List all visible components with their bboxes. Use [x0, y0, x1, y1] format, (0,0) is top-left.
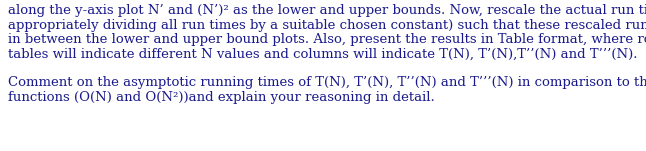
Text: appropriately dividing all run times by a suitable chosen constant) such that th: appropriately dividing all run times by …	[8, 19, 646, 32]
Text: Comment on the asymptotic running times of T(N), T’(N), T’’(N) and T’’’(N) in co: Comment on the asymptotic running times …	[8, 76, 646, 89]
Text: functions (O(N) and O(N²))and explain your reasoning in detail.: functions (O(N) and O(N²))and explain yo…	[8, 90, 435, 103]
Text: in between the lower and upper bound plots. Also, present the results in Table f: in between the lower and upper bound plo…	[8, 33, 646, 46]
Text: tables will indicate different N values and columns will indicate T(N), T’(N),T’: tables will indicate different N values …	[8, 48, 638, 61]
Text: along the y-axis plot N’ and (N’)² as the lower and upper bounds. Now, rescale t: along the y-axis plot N’ and (N’)² as th…	[8, 4, 646, 17]
